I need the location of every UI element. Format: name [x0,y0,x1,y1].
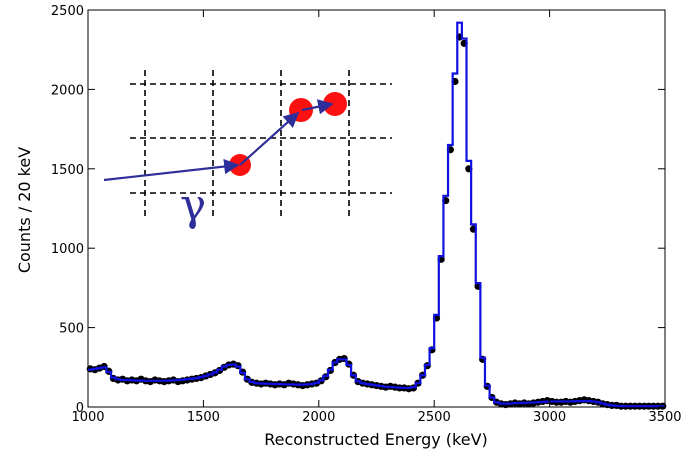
plot-frame [87,9,666,408]
x-tick-label: 1000 [71,410,104,425]
x-tick-label: 1500 [187,410,220,425]
inset-diagram [130,70,392,218]
x-tick-label: 3000 [533,410,566,425]
y-tick-label: 2000 [51,83,84,98]
y-tick-label: 2500 [51,4,84,19]
y-tick-label: 500 [59,322,84,337]
fit-line [88,21,665,408]
plot-data [86,21,667,410]
gamma-label: γ [180,180,206,231]
y-tick-label: 1500 [51,163,84,178]
y-axis-label: Counts / 20 keV [15,147,34,273]
x-tick-label: 2500 [418,410,451,425]
gamma-path [103,99,334,182]
x-tick-label: 3500 [648,410,681,425]
arrow [239,111,300,166]
arrow [301,99,334,115]
arrow [103,158,240,182]
y-tick-label: 0 [76,401,84,416]
y-tick-label: 1000 [51,242,84,257]
x-axis-label: Reconstructed Energy (keV) [264,430,488,449]
x-tick-label: 2000 [302,410,335,425]
